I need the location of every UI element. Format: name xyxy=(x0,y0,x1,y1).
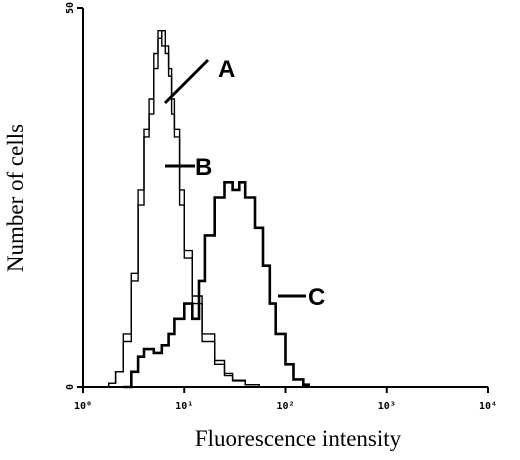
series-b-line xyxy=(94,30,260,388)
x-tick-label-2: 10² xyxy=(276,401,294,412)
curve-label-b: B xyxy=(195,154,212,181)
x-tick-label-0: 10⁰ xyxy=(74,401,92,412)
series-c-line xyxy=(123,181,311,389)
y-axis-ticks: 0 50 xyxy=(65,2,83,390)
x-tick-label-1: 10¹ xyxy=(175,401,193,412)
curve-label-a: A xyxy=(218,56,235,83)
series-layer xyxy=(94,30,311,389)
x-tick-label-3: 10³ xyxy=(378,401,396,412)
x-tick-label-4: 10⁴ xyxy=(479,401,497,412)
y-tick-label-0: 0 xyxy=(65,384,76,390)
x-axis-label: Fluorescence intensity xyxy=(195,426,402,451)
x-axis-ticks: 10⁰ 10¹ 10² 10³ 10⁴ xyxy=(74,387,497,412)
y-tick-label-1: 50 xyxy=(65,2,76,14)
curve-label-c: C xyxy=(308,284,325,311)
y-axis-label: Number of cells xyxy=(3,124,28,272)
series-a-line xyxy=(94,30,260,388)
curve-a-pointer xyxy=(163,58,210,105)
